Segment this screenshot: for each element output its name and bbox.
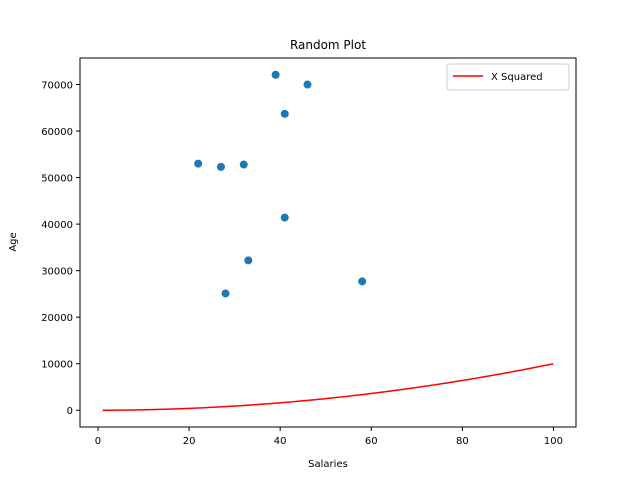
y-tick-label-70000: 70000 [41,81,73,92]
scatter-point-3 [221,289,230,298]
y-tick-label-20000: 20000 [41,313,73,324]
scatter-point-4 [239,160,248,169]
x-tick-label-0: 0 [95,436,101,447]
y-tick-label-30000: 30000 [41,267,73,278]
scatter-point-2 [216,162,225,171]
plot-area [102,70,554,411]
y-tick-label-10000: 10000 [41,360,73,371]
scatter-point-7 [280,109,289,118]
y-tick-label-50000: 50000 [41,174,73,185]
legend-entry-x-squared: X Squared [491,72,543,83]
scatter-point-5 [244,256,253,265]
scatter-point-10 [358,277,367,286]
legend: X Squared [446,63,570,91]
x-tick-label-40: 40 [274,436,287,447]
y-tick-label-40000: 40000 [41,220,73,231]
x-tick-label-20: 20 [183,436,196,447]
scatter-point-8 [280,213,289,222]
y-axis: 0 10000 20000 30000 40000 50000 60000 70000 [41,81,80,417]
y-axis-label: Age [8,232,19,251]
x-tick-label-60: 60 [365,436,378,447]
x-axis-label: Salaries [308,459,348,470]
axes-frame [79,57,577,428]
x-axis: 0 20 40 60 80 100 [95,427,563,447]
x-tick-label-80: 80 [456,436,469,447]
scatter-point-9 [303,80,312,89]
legend-box [446,63,570,91]
scatter-point-6 [271,70,280,79]
series-line-x-squared [102,362,554,411]
y-tick-label-0: 0 [67,406,73,417]
chart-title: Random Plot [290,38,366,52]
x-tick-label-100: 100 [544,436,563,447]
scatter-point-1 [194,159,203,168]
y-tick-label-60000: 60000 [41,127,73,138]
